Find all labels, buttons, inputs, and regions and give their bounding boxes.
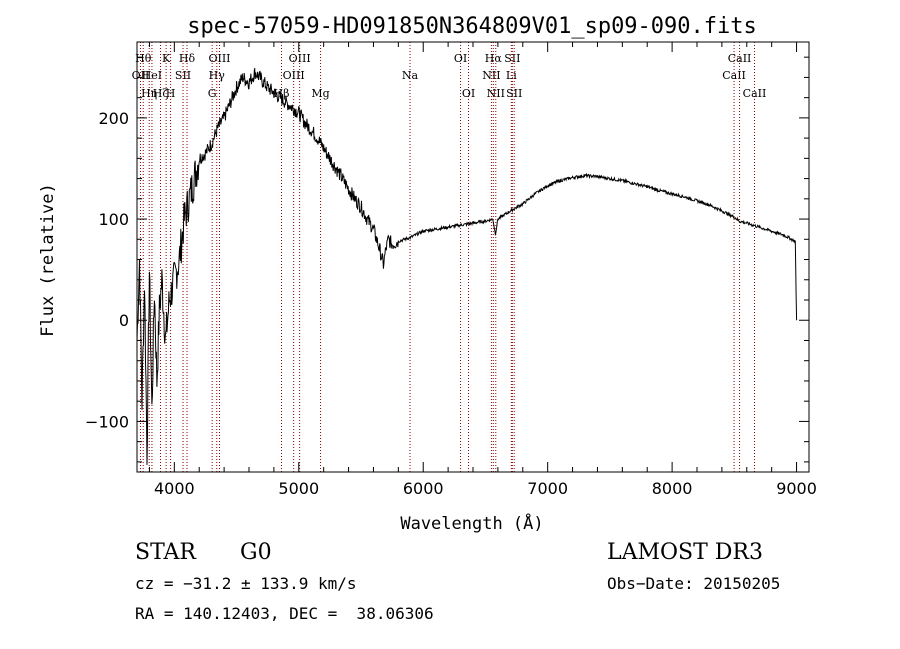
object-class: STAR <box>135 540 196 565</box>
y-tick-label-100: 100 <box>98 210 129 229</box>
x-tick-label-6000: 6000 <box>403 479 444 498</box>
y-axis-label: Flux (relative) <box>38 183 58 337</box>
survey-name: LAMOST DR3 <box>607 540 763 565</box>
line-label-5: K <box>162 52 171 65</box>
y-tick-label-0: 0 <box>119 311 129 330</box>
line-label-24: SII <box>506 87 522 100</box>
line-label-10: Hγ <box>209 69 226 82</box>
line-label-7: SII <box>175 69 191 82</box>
x-tick-label-8000: 8000 <box>652 479 693 498</box>
line-label-9: G <box>208 87 217 100</box>
line-label-3: HeI <box>142 69 162 82</box>
line-label-21: NII <box>487 87 505 100</box>
line-label-15: Mg <box>311 87 329 100</box>
spectral-line-markers: OIIHθHηHeIHζKHSIIHδGHγOIIIHβOIIIOIIIMgNa… <box>132 42 767 472</box>
line-label-11: OIII <box>208 52 230 65</box>
line-label-22: Li <box>506 69 517 82</box>
line-label-13: OIII <box>283 69 305 82</box>
plot-frame <box>137 42 809 472</box>
line-label-19: NII <box>482 69 500 82</box>
plot-area <box>137 68 797 465</box>
line-label-8: Hδ <box>179 52 196 65</box>
x-tick-label-4000: 4000 <box>154 479 195 498</box>
observation-date: Obs−Date: 20150205 <box>607 574 780 593</box>
line-label-14: OIII <box>289 52 311 65</box>
chart-title: spec-57059-HD091850N364809V01_sp09-090.f… <box>187 14 757 39</box>
x-tick-label-7000: 7000 <box>527 479 568 498</box>
line-label-27: CaII <box>743 87 767 100</box>
line-label-6: H <box>166 87 176 100</box>
ra-dec-coordinates: RA = 140.12403, DEC = 38.06306 <box>135 604 434 623</box>
x-axis-label: Wavelength (Å) <box>400 512 543 534</box>
line-label-25: CaII <box>722 69 746 82</box>
line-label-18: OI <box>462 87 475 100</box>
line-label-23: SII <box>504 52 520 65</box>
y-tick-label-200: 200 <box>98 109 129 128</box>
x-tick-label-5000: 5000 <box>278 479 319 498</box>
series-flux <box>137 68 797 465</box>
y-tick-label--100: −100 <box>85 412 129 431</box>
y-axis: −100 0 100 200 <box>85 57 809 462</box>
redshift-cz: cz = −31.2 ± 133.9 km/s <box>135 574 357 593</box>
line-label-17: OI <box>454 52 467 65</box>
line-label-16: Na <box>402 69 419 82</box>
x-tick-label-9000: 9000 <box>776 479 817 498</box>
x-axis: 4000 5000 6000 7000 8000 9000 <box>149 42 816 498</box>
line-label-26: CaII <box>728 52 752 65</box>
object-subclass: G0 <box>240 540 272 565</box>
line-label-20: Hα <box>485 52 503 65</box>
